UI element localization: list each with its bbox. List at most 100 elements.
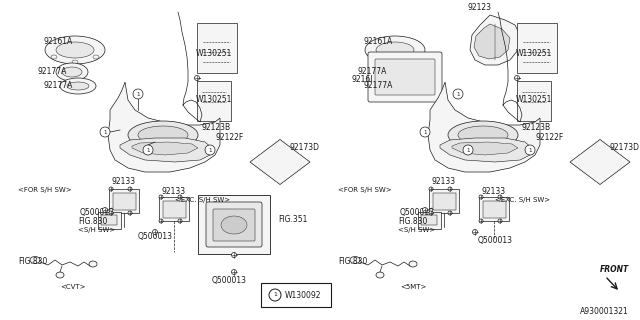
Circle shape (515, 76, 520, 81)
FancyBboxPatch shape (206, 202, 262, 247)
Ellipse shape (376, 42, 414, 58)
Circle shape (128, 187, 132, 191)
Text: 1: 1 (136, 92, 140, 97)
Text: 92161A: 92161A (364, 36, 393, 45)
Text: 92133: 92133 (112, 178, 136, 187)
Text: FIG.830: FIG.830 (18, 258, 47, 267)
Text: <EXC. S/H SW>: <EXC. S/H SW> (495, 197, 550, 203)
Circle shape (205, 145, 215, 155)
FancyBboxPatch shape (261, 283, 331, 307)
Ellipse shape (448, 121, 518, 149)
Ellipse shape (376, 63, 408, 81)
Ellipse shape (382, 67, 402, 77)
Text: 92123B: 92123B (202, 124, 231, 132)
Ellipse shape (350, 257, 360, 263)
Text: A930001321: A930001321 (580, 308, 628, 316)
Text: 1: 1 (528, 148, 532, 153)
Circle shape (102, 207, 108, 212)
Circle shape (133, 89, 143, 99)
Text: 1: 1 (467, 148, 470, 153)
Text: 1: 1 (103, 130, 107, 134)
FancyBboxPatch shape (109, 189, 139, 213)
Circle shape (152, 229, 157, 235)
Text: <FOR S/H SW>: <FOR S/H SW> (18, 187, 72, 193)
Circle shape (429, 187, 433, 191)
Text: <EXC. S/H SW>: <EXC. S/H SW> (175, 197, 230, 203)
Ellipse shape (371, 55, 377, 59)
Ellipse shape (56, 63, 88, 81)
Circle shape (479, 219, 483, 223)
Text: 92177A: 92177A (38, 68, 67, 76)
FancyBboxPatch shape (198, 195, 270, 254)
Text: FIG.830: FIG.830 (338, 258, 367, 267)
Polygon shape (452, 142, 518, 155)
Text: <FOR S/H SW>: <FOR S/H SW> (338, 187, 392, 193)
Text: 92133: 92133 (162, 188, 186, 196)
FancyBboxPatch shape (113, 193, 136, 210)
Text: W130092: W130092 (285, 291, 321, 300)
FancyBboxPatch shape (479, 197, 509, 221)
FancyBboxPatch shape (417, 212, 440, 228)
Ellipse shape (387, 82, 409, 90)
Ellipse shape (51, 55, 57, 59)
Circle shape (109, 187, 113, 191)
Ellipse shape (138, 126, 188, 144)
Polygon shape (440, 138, 532, 162)
Circle shape (479, 195, 483, 199)
Text: W130251: W130251 (196, 50, 232, 59)
Text: 92133: 92133 (482, 188, 506, 196)
FancyBboxPatch shape (420, 215, 437, 225)
Ellipse shape (221, 216, 247, 234)
Text: 92173D: 92173D (610, 142, 640, 151)
Text: 1: 1 (208, 148, 212, 153)
Ellipse shape (380, 78, 416, 94)
Circle shape (195, 76, 200, 81)
Text: Q500013: Q500013 (212, 276, 247, 284)
Polygon shape (250, 140, 310, 185)
Polygon shape (120, 138, 212, 162)
Text: Q500013: Q500013 (400, 207, 435, 217)
Circle shape (143, 145, 153, 155)
FancyBboxPatch shape (375, 59, 435, 95)
Ellipse shape (56, 42, 94, 58)
Text: Q500013: Q500013 (80, 207, 115, 217)
Circle shape (420, 127, 430, 137)
FancyBboxPatch shape (159, 197, 189, 221)
Ellipse shape (409, 261, 417, 267)
Text: <CVT>: <CVT> (60, 284, 86, 290)
Circle shape (269, 289, 281, 301)
Text: <5MT>: <5MT> (400, 284, 426, 290)
Ellipse shape (89, 261, 97, 267)
Ellipse shape (365, 36, 425, 64)
Ellipse shape (72, 60, 78, 64)
FancyBboxPatch shape (163, 201, 186, 218)
Circle shape (448, 187, 452, 191)
Text: 1: 1 (147, 148, 150, 153)
FancyBboxPatch shape (100, 215, 117, 225)
Polygon shape (474, 24, 510, 59)
Ellipse shape (45, 36, 105, 64)
FancyBboxPatch shape (483, 201, 506, 218)
FancyBboxPatch shape (97, 212, 120, 228)
Circle shape (472, 229, 477, 235)
Text: 92123B: 92123B (522, 124, 551, 132)
FancyBboxPatch shape (197, 81, 231, 121)
FancyBboxPatch shape (429, 189, 459, 213)
Polygon shape (570, 140, 630, 185)
Circle shape (453, 89, 463, 99)
Text: 92177A: 92177A (364, 82, 394, 91)
Text: 92177A: 92177A (358, 68, 387, 76)
Text: 1: 1 (456, 92, 460, 97)
Text: FRONT: FRONT (600, 266, 629, 275)
Text: <S/H SW>: <S/H SW> (398, 227, 435, 233)
Ellipse shape (392, 60, 398, 64)
Text: 92173D: 92173D (290, 142, 320, 151)
Circle shape (422, 207, 428, 212)
Ellipse shape (67, 82, 89, 90)
FancyBboxPatch shape (433, 193, 456, 210)
Circle shape (159, 219, 163, 223)
Circle shape (463, 145, 473, 155)
Text: <S/H SW>: <S/H SW> (78, 227, 115, 233)
Text: 92133: 92133 (432, 178, 456, 187)
Ellipse shape (30, 257, 40, 263)
